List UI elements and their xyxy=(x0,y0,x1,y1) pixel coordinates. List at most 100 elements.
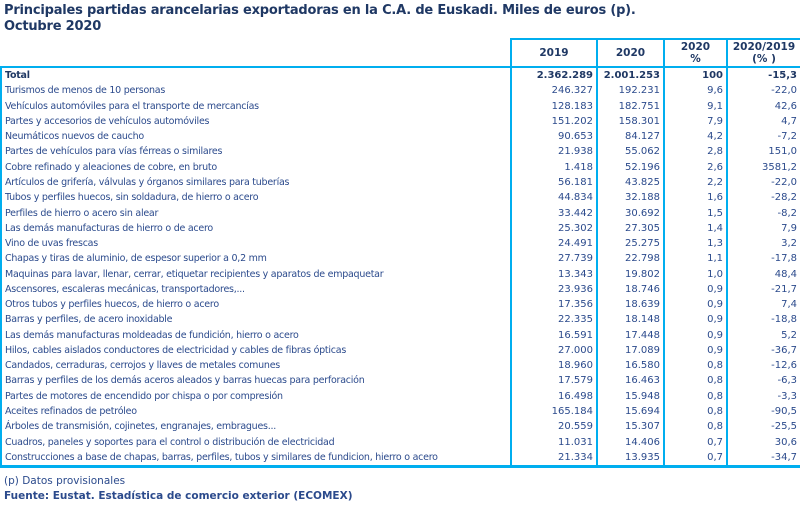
cell-2019: 151.202 xyxy=(510,113,596,130)
table-row: Cobre refinado y aleaciones de cobre, en… xyxy=(2,159,800,175)
row-label: Otros tubos y perfiles huecos, de hierro… xyxy=(5,299,219,311)
cell-2020: 17.089 xyxy=(596,342,663,359)
cell-2020-share: 2,8 xyxy=(663,144,726,160)
cell-2020-share: 0,7 xyxy=(663,434,726,450)
cell-2020-share: 0,8 xyxy=(663,419,726,435)
table-row: Vehículos automóviles para el transporte… xyxy=(2,98,800,114)
cell-2020-share: 1,6 xyxy=(663,190,726,206)
row-label: Partes de vehículos para vías férreas o … xyxy=(5,146,223,158)
cell-2020: 19.802 xyxy=(596,266,663,282)
table-row: Perfiles de hierro o acero sin alear 33.4… xyxy=(2,205,800,221)
cell-growth: 7,4 xyxy=(726,296,800,313)
table-row: Partes de vehículos para vías férreas o … xyxy=(2,144,800,160)
cell-2020-share: 1,0 xyxy=(663,266,726,282)
footnote-source: Fuente: Eustat. Estadística de comercio … xyxy=(4,490,353,502)
table-row: Total 2.362.289 2.001.253 100 -15,3 xyxy=(2,68,800,84)
row-label: Cobre refinado y aleaciones de cobre, en… xyxy=(5,161,217,173)
cell-growth: 42,6 xyxy=(726,98,800,114)
column-header-growth-line1: 2020/2019 xyxy=(732,41,796,53)
cell-2020: 84.127 xyxy=(596,129,663,145)
table-row: Maquinas para lavar, llenar, cerrar, eti… xyxy=(2,266,800,282)
cell-2019: 21.938 xyxy=(510,144,596,160)
row-label: Chapas y tiras de aluminio, de espesor s… xyxy=(5,253,267,265)
cell-2020-share: 0,9 xyxy=(663,312,726,328)
cell-growth: -90,5 xyxy=(726,403,800,420)
table-row: Las demás manufacturas de hierro o de ac… xyxy=(2,220,800,236)
column-header-2020: 2020 xyxy=(596,40,663,66)
row-label: Vino de uvas frescas xyxy=(5,238,98,250)
cell-2020: 14.406 xyxy=(596,434,663,450)
cell-2020-share: 100 xyxy=(663,68,726,84)
cell-2020-share: 0,7 xyxy=(663,449,726,465)
cell-2020-share: 0,8 xyxy=(663,403,726,420)
column-header-growth: 2020/2019 (% ) xyxy=(726,40,800,66)
table-row: Chapas y tiras de aluminio, de espesor s… xyxy=(2,251,800,267)
row-label: Vehículos automóviles para el transporte… xyxy=(5,100,259,112)
table-row: Candados, cerraduras, cerrojos y llaves … xyxy=(2,358,800,374)
cell-2020-share: 0,9 xyxy=(663,327,726,343)
column-header-2020-share-line2: % xyxy=(690,53,701,65)
cell-2019: 18.960 xyxy=(510,358,596,374)
table-row: Partes y accesorios de vehículos automóv… xyxy=(2,113,800,130)
row-label: Árboles de transmisión, cojinetes, engra… xyxy=(5,421,277,433)
cell-2019: 22.335 xyxy=(510,312,596,328)
table-row: Cuadros, paneles y soportes para el cont… xyxy=(2,434,800,450)
table-row: Tubos y perfiles huecos, sin soldadura, … xyxy=(2,190,800,206)
table-row: Hilos, cables aislados conductores de el… xyxy=(2,342,800,359)
cell-growth: 151,0 xyxy=(726,144,800,160)
table-row: Las demás manufacturas moldeadas de fund… xyxy=(2,327,800,343)
cell-2020: 13.935 xyxy=(596,449,663,465)
cell-2020: 30.692 xyxy=(596,205,663,221)
cell-growth: -8,2 xyxy=(726,205,800,221)
cell-2020-share: 0,8 xyxy=(663,373,726,389)
cell-2019: 44.834 xyxy=(510,190,596,206)
cell-2020-share: 0,9 xyxy=(663,342,726,359)
row-label: Cuadros, paneles y soportes para el cont… xyxy=(5,436,335,448)
cell-growth: 7,9 xyxy=(726,220,800,236)
cell-2020-share: 2,6 xyxy=(663,159,726,175)
cell-2020-share: 0,8 xyxy=(663,358,726,374)
cell-2020-share: 0,8 xyxy=(663,388,726,404)
cell-growth: -34,7 xyxy=(726,449,800,465)
cell-growth: -7,2 xyxy=(726,129,800,145)
row-label: Las demás manufacturas de hierro o de ac… xyxy=(5,222,213,234)
cell-2020: 182.751 xyxy=(596,98,663,114)
cell-2020: 18.639 xyxy=(596,296,663,313)
cell-2020: 43.825 xyxy=(596,174,663,191)
cell-growth: -6,3 xyxy=(726,373,800,389)
table-row: Barras y perfiles de los demás aceros al… xyxy=(2,373,800,389)
cell-2019: 128.183 xyxy=(510,98,596,114)
cell-2020: 25.275 xyxy=(596,235,663,252)
cell-2020: 55.062 xyxy=(596,144,663,160)
cell-2020-share: 7,9 xyxy=(663,113,726,130)
cell-2019: 13.343 xyxy=(510,266,596,282)
cell-2019: 1.418 xyxy=(510,159,596,175)
table-row: Aceites refinados de petróleo 165.184 15.6… xyxy=(2,403,800,420)
row-label: Candados, cerraduras, cerrojos y llaves … xyxy=(5,360,280,372)
table-row: Artículos de grifería, válvulas y órgano… xyxy=(2,174,800,191)
cell-2019: 90.653 xyxy=(510,129,596,145)
row-label: Artículos de grifería, válvulas y órgano… xyxy=(5,176,290,188)
cell-2020: 192.231 xyxy=(596,83,663,99)
column-header-2020-share-line1: 2020 xyxy=(680,41,711,53)
cell-2019: 56.181 xyxy=(510,174,596,191)
table-row: Árboles de transmisión, cojinetes, engra… xyxy=(2,419,800,435)
column-header-2019-label: 2019 xyxy=(539,47,569,59)
cell-2019: 2.362.289 xyxy=(510,68,596,84)
row-label: Partes de motores de encendido por chisp… xyxy=(5,390,283,402)
cell-2020-share: 0,9 xyxy=(663,281,726,297)
row-label: Maquinas para lavar, llenar, cerrar, eti… xyxy=(5,268,384,280)
cell-2019: 21.334 xyxy=(510,449,596,465)
table-body: Total 2.362.289 2.001.253 100 -15,3 Turismos … xyxy=(0,66,800,468)
column-header-2019: 2019 xyxy=(510,40,596,66)
cell-growth: 4,7 xyxy=(726,113,800,130)
cell-2019: 27.739 xyxy=(510,251,596,267)
cell-2020: 2.001.253 xyxy=(596,68,663,84)
cell-2020-share: 1,3 xyxy=(663,235,726,252)
row-label: Las demás manufacturas moldeadas de fund… xyxy=(5,329,299,341)
column-header-2020-share: 2020 % xyxy=(663,40,726,66)
cell-2020: 18.746 xyxy=(596,281,663,297)
cell-2020-share: 1,5 xyxy=(663,205,726,221)
row-label: Perfiles de hierro o acero sin alear xyxy=(5,207,159,219)
